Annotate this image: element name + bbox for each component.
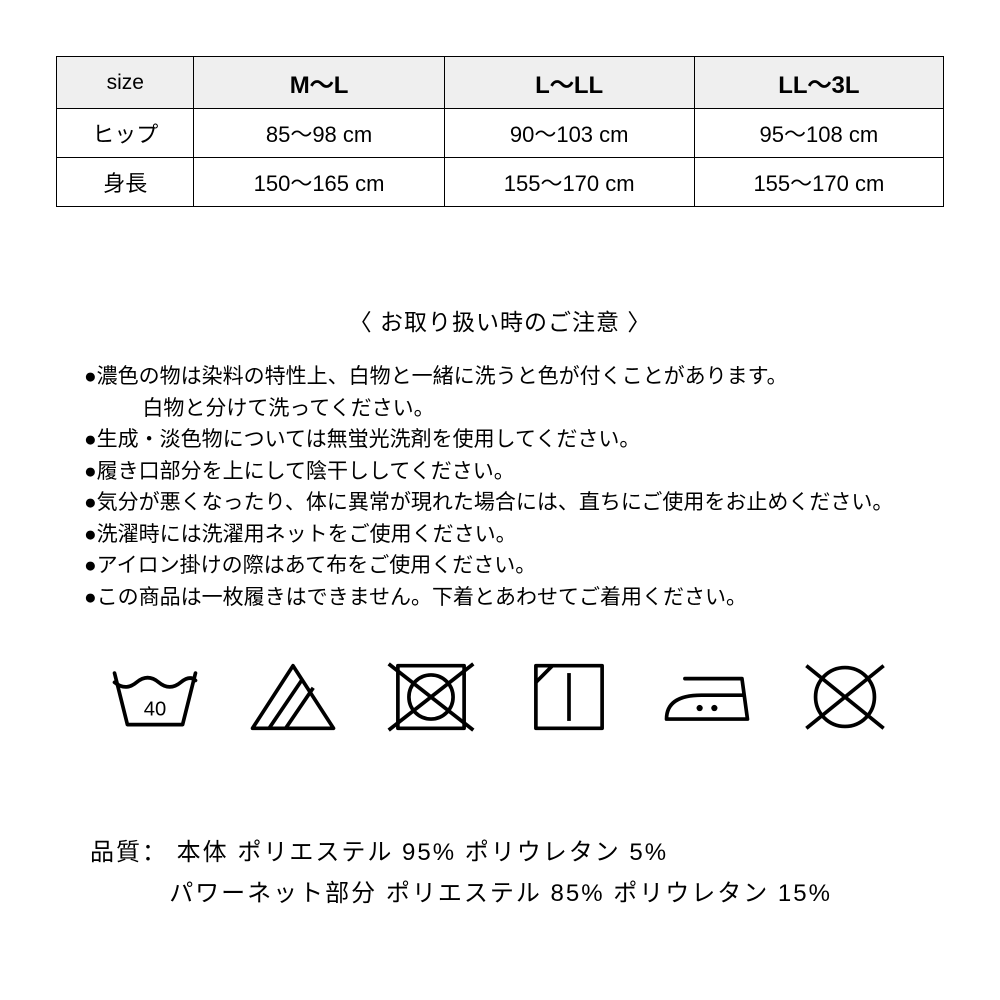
bleach-nonchlorine-icon [247, 657, 339, 737]
cell: 85～98 cm [194, 109, 444, 158]
cell: 150～165 cm [194, 158, 444, 207]
care-item: ●気分が悪くなったり、体に異常が現れた場合には、直ちにご使用をお止めください。 [84, 487, 928, 519]
wash-40-icon: 40 [109, 657, 201, 737]
dry-line-shade-icon [523, 657, 615, 737]
table-row: ヒップ 85～98 cm 90～103 cm 95～108 cm [57, 109, 944, 158]
care-item: 白物と分けて洗ってください。 [84, 393, 928, 425]
care-item: ●アイロン掛けの際はあて布をご使用ください。 [84, 550, 928, 582]
care-icon-row: 40 [56, 657, 944, 737]
iron-low-icon [661, 657, 753, 737]
quality-line-2: パワーネット部分 ポリエステル 85% ポリウレタン 15% [90, 874, 944, 915]
size-col-header-1: M～L [194, 57, 444, 109]
size-table-header-row: size M～L L～LL LL～3L [57, 57, 944, 109]
care-item: ●生成・淡色物については無蛍光洗剤を使用してください。 [84, 424, 928, 456]
quality-line-1: 品質： 本体 ポリエステル 95% ポリウレタン 5% [90, 833, 944, 874]
tumble-dry-no-icon [385, 657, 477, 737]
care-title: 〈 お取り扱い時のご注意 〉 [56, 303, 944, 337]
wash-temp: 40 [144, 698, 167, 720]
quality-block: 品質： 本体 ポリエステル 95% ポリウレタン 5% パワーネット部分 ポリエ… [56, 833, 944, 915]
care-item: ●履き口部分を上にして陰干ししてください。 [84, 456, 928, 488]
care-item: ●洗濯時には洗濯用ネットをご使用ください。 [84, 519, 928, 551]
dryclean-no-icon [799, 657, 891, 737]
cell: 155～170 cm [694, 158, 943, 207]
cell: 90～103 cm [444, 109, 694, 158]
cell: 155～170 cm [444, 158, 694, 207]
row-label-hip: ヒップ [57, 109, 194, 158]
size-table: size M～L L～LL LL～3L ヒップ 85～98 cm 90～103 … [56, 56, 944, 207]
size-col-header-2: L～LL [444, 57, 694, 109]
row-label-height: 身長 [57, 158, 194, 207]
care-instructions: ●濃色の物は染料の特性上、白物と一緒に洗うと色が付くことがあります。 白物と分け… [56, 361, 944, 613]
table-row: 身長 150～165 cm 155～170 cm 155～170 cm [57, 158, 944, 207]
care-item: ●この商品は一枚履きはできません。下着とあわせてご着用ください。 [84, 582, 928, 614]
size-col-header-0: size [57, 57, 194, 109]
cell: 95～108 cm [694, 109, 943, 158]
size-col-header-3: LL～3L [694, 57, 943, 109]
care-item: ●濃色の物は染料の特性上、白物と一緒に洗うと色が付くことがあります。 [84, 361, 928, 393]
